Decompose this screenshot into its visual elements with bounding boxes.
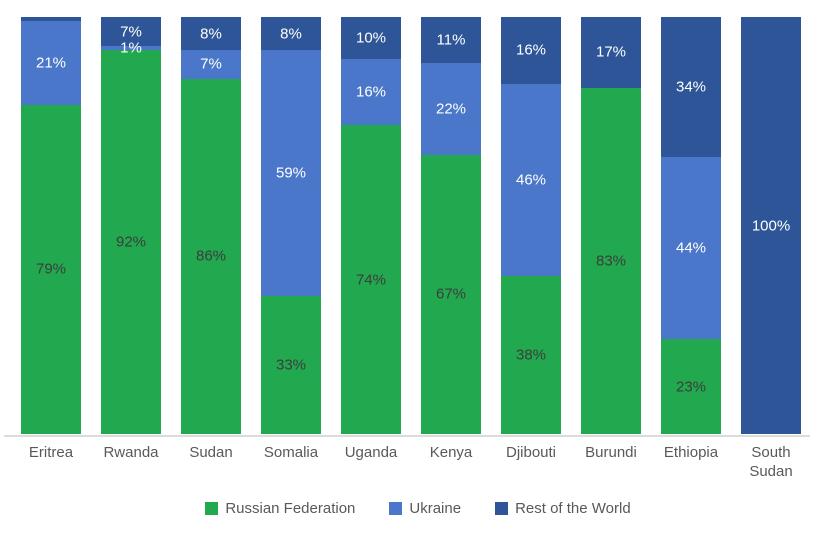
segment-russian-federation: 83% bbox=[581, 87, 641, 434]
bar-south-sudan: 100% bbox=[741, 17, 801, 434]
x-axis-label-djibouti: Djibouti bbox=[505, 444, 557, 461]
legend-swatch-icon bbox=[389, 502, 403, 515]
segment-russian-federation: 38% bbox=[501, 275, 561, 434]
value-label: 34% bbox=[675, 78, 707, 96]
x-axis-label-eritrea: Eritrea bbox=[28, 444, 74, 461]
value-label: 21% bbox=[35, 54, 67, 72]
value-label: 10% bbox=[355, 29, 387, 47]
value-label: 23% bbox=[675, 378, 707, 395]
segment-rest-of-the-world bbox=[21, 17, 81, 22]
segment-ukraine: 44% bbox=[661, 157, 721, 340]
bar-ethiopia: 34% 44% 23% bbox=[661, 17, 721, 434]
value-label: 1% bbox=[120, 39, 142, 57]
segment-rest-of-the-world: 10% bbox=[341, 17, 401, 59]
value-label: 46% bbox=[515, 171, 547, 189]
legend-label: Russian Federation bbox=[225, 500, 356, 517]
value-label: 100% bbox=[751, 217, 791, 234]
x-axis-label-ethiopia: Ethiopia bbox=[663, 444, 719, 461]
value-label: 33% bbox=[275, 356, 307, 374]
segment-rest-of-the-world: 100% bbox=[741, 17, 801, 434]
value-label: 11% bbox=[436, 31, 466, 49]
bar-somalia: 8% 59% 33% bbox=[261, 17, 321, 434]
value-label: 67% bbox=[435, 285, 467, 303]
legend-swatch-icon bbox=[495, 502, 509, 515]
segment-rest-of-the-world: 7% bbox=[101, 17, 161, 47]
legend-item-russian-federation: Russian Federation bbox=[205, 500, 355, 517]
x-axis-label-kenya: Kenya bbox=[429, 444, 473, 461]
segment-rest-of-the-world: 34% bbox=[661, 17, 721, 158]
segment-ukraine: 59% bbox=[261, 50, 321, 297]
segment-russian-federation: 67% bbox=[421, 154, 481, 434]
value-label: 16% bbox=[515, 41, 547, 59]
value-label: 79% bbox=[35, 260, 67, 278]
value-label: 44% bbox=[675, 239, 707, 257]
segment-ukraine: 46% bbox=[501, 83, 561, 276]
bar-sudan: 8% 7% 86% bbox=[181, 17, 241, 434]
bar-rwanda: 7% 1% 92% bbox=[101, 17, 161, 434]
x-axis-label-somalia: Somalia bbox=[263, 444, 319, 461]
value-label: 59% bbox=[275, 164, 307, 182]
value-label: 8% bbox=[280, 25, 302, 43]
segment-ukraine: 7% bbox=[181, 50, 241, 79]
value-label: 38% bbox=[515, 346, 547, 364]
value-label: 8% bbox=[200, 25, 222, 43]
x-axis-label-rwanda: Rwanda bbox=[103, 444, 159, 461]
x-axis-line bbox=[4, 435, 810, 437]
segment-russian-federation: 33% bbox=[261, 296, 321, 434]
x-axis-label-burundi: Burundi bbox=[585, 444, 637, 461]
legend-item-ukraine: Ukraine bbox=[389, 500, 461, 517]
value-label: 22% bbox=[435, 100, 467, 118]
value-label: 17% bbox=[595, 43, 627, 61]
value-label: 7% bbox=[120, 23, 142, 41]
value-label: 83% bbox=[595, 252, 627, 270]
value-label: 7% bbox=[200, 55, 222, 73]
segment-russian-federation: 79% bbox=[21, 104, 81, 435]
legend-label: Ukraine bbox=[409, 500, 462, 517]
segment-rest-of-the-world: 8% bbox=[261, 17, 321, 51]
segment-rest-of-the-world: 17% bbox=[581, 17, 641, 88]
segment-ukraine: 16% bbox=[341, 58, 401, 126]
legend-item-rest-of-the-world: Rest of the World bbox=[495, 500, 631, 517]
value-label: 86% bbox=[195, 247, 227, 265]
value-label: 74% bbox=[355, 271, 387, 289]
x-axis-label-south-sudan: South Sudan bbox=[749, 444, 793, 480]
plot-area: 21% 79% 7% 1% 92% 8% 7% 86% 8% 59% 33% 10% 16% 74% 11%… bbox=[21, 17, 801, 435]
value-label: 92% bbox=[115, 233, 147, 251]
segment-rest-of-the-world: 11% bbox=[421, 17, 481, 63]
legend-swatch-icon bbox=[205, 502, 219, 515]
bar-eritrea: 21% 79% bbox=[21, 17, 81, 435]
value-label: 16% bbox=[355, 83, 387, 101]
segment-ukraine: 21% bbox=[21, 21, 81, 105]
segment-russian-federation: 74% bbox=[341, 125, 401, 434]
x-axis-label-sudan: Sudan bbox=[189, 444, 233, 461]
bar-djibouti: 16% 46% 38% bbox=[501, 17, 561, 434]
bar-burundi: 17% 83% bbox=[581, 17, 641, 434]
bar-kenya: 11% 22% 67% bbox=[421, 17, 481, 434]
segment-russian-federation: 92% bbox=[101, 50, 161, 434]
segment-rest-of-the-world: 8% bbox=[181, 17, 241, 51]
x-axis-labels: Eritrea Rwanda Sudan Somalia Uganda Kenya Djib… bbox=[21, 443, 801, 481]
legend: Russian Federation Ukraine Rest of the Wor… bbox=[0, 500, 836, 517]
segment-ukraine: 22% bbox=[421, 62, 481, 155]
segment-russian-federation: 23% bbox=[661, 339, 721, 434]
bar-uganda: 10% 16% 74% bbox=[341, 17, 401, 434]
segment-russian-federation: 86% bbox=[181, 78, 241, 434]
legend-label: Rest of the World bbox=[515, 500, 631, 517]
segment-rest-of-the-world: 16% bbox=[501, 17, 561, 84]
segment-ukraine: 1% bbox=[101, 40, 161, 57]
x-axis-label-uganda: Uganda bbox=[344, 444, 398, 461]
